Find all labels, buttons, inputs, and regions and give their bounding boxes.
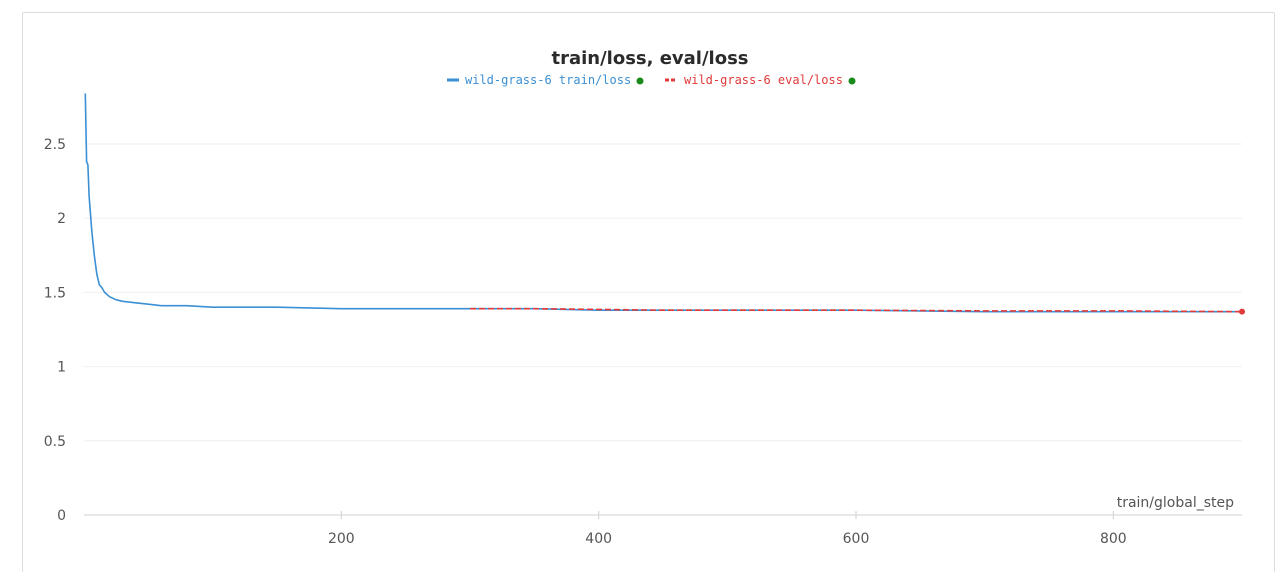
y-tick-label: 2 xyxy=(57,211,66,227)
legend-status-dot-train xyxy=(636,77,644,85)
x-axis-label: train/global_step xyxy=(1117,495,1234,511)
y-tick-label: 2.5 xyxy=(44,137,66,153)
series-end-marker-eval xyxy=(1239,308,1245,315)
y-tick-label: 0 xyxy=(57,508,66,524)
x-tick-label: 600 xyxy=(843,531,870,547)
legend: wild-grass-6 train/loss wild-grass-6 eva… xyxy=(447,73,856,87)
legend-label-eval[interactable]: wild-grass-6 eval/loss xyxy=(684,73,843,87)
chart-title: train/loss, eval/loss xyxy=(551,48,748,69)
y-tick-label: 1 xyxy=(57,360,66,376)
legend-label-train[interactable]: wild-grass-6 train/loss xyxy=(465,73,631,87)
x-tick-label: 800 xyxy=(1100,531,1127,547)
y-axis: 0 0.5 1 1.5 2 2.5 xyxy=(44,137,66,524)
grid xyxy=(84,143,1242,516)
x-axis: 200 400 600 800 xyxy=(328,511,1127,547)
x-tick-label: 400 xyxy=(585,531,612,547)
y-tick-label: 1.5 xyxy=(44,285,66,301)
series-line-eval-loss[interactable] xyxy=(470,307,1243,313)
y-tick-label: 0.5 xyxy=(44,434,66,450)
series-line-train-loss[interactable] xyxy=(84,93,1242,313)
series-lines[interactable] xyxy=(84,93,1245,315)
x-tick-label: 200 xyxy=(328,531,355,547)
legend-status-dot-eval xyxy=(848,77,856,85)
